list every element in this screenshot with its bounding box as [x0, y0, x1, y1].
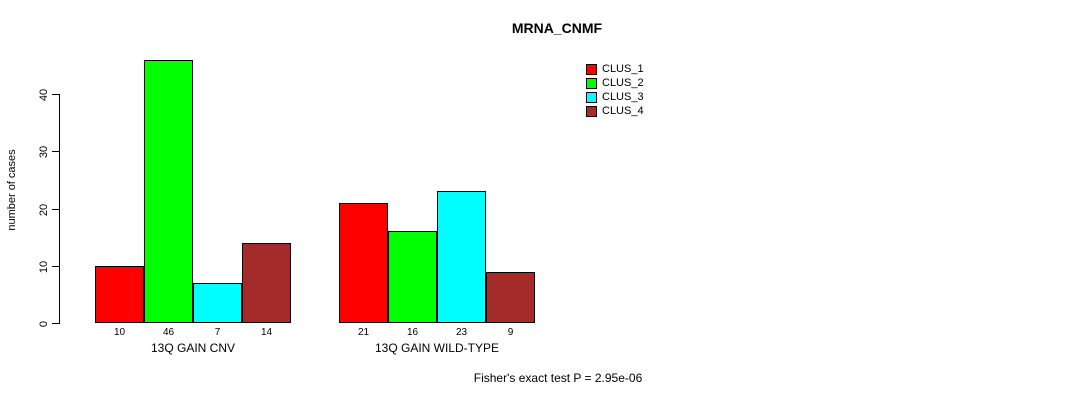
y-tick-mark	[52, 323, 59, 324]
y-tick-label: 20	[38, 203, 50, 216]
chart-title: MRNA_CNMF	[511, 20, 603, 36]
bar-clus_4-group2	[486, 272, 535, 323]
legend-item: CLUS_2	[586, 76, 644, 90]
bar-clus_1-group2	[339, 203, 388, 323]
legend-item: CLUS_4	[586, 104, 644, 118]
legend-item: CLUS_1	[586, 62, 644, 76]
y-tick-label: 40	[38, 88, 50, 101]
group-label: 13Q GAIN CNV	[150, 341, 236, 355]
bar-value-label: 23	[455, 327, 468, 338]
y-tick-mark	[52, 209, 59, 210]
bar-value-label: 21	[357, 327, 370, 338]
legend-label: CLUS_1	[602, 63, 644, 75]
bar-value-label: 7	[214, 327, 221, 338]
bar-clus_4-group1	[242, 243, 291, 323]
bar-value-label: 10	[113, 327, 126, 338]
bar-value-label: 16	[406, 327, 419, 338]
y-tick-label: 0	[38, 320, 50, 327]
bar-clus_2-group1	[144, 60, 193, 323]
legend-swatch-clus_4	[586, 105, 597, 117]
bar-clus_1-group1	[95, 266, 144, 323]
bar-clus_3-group1	[193, 283, 242, 323]
bar-value-label: 9	[507, 327, 514, 338]
y-tick-mark	[52, 94, 59, 95]
y-tick-mark	[52, 266, 59, 267]
legend-label: CLUS_3	[602, 91, 644, 103]
bar-clus_2-group2	[388, 231, 437, 323]
legend-item: CLUS_3	[586, 90, 644, 104]
y-tick-mark	[52, 151, 59, 152]
y-axis-line	[59, 94, 60, 324]
bar-value-label: 46	[162, 327, 175, 338]
legend-label: CLUS_4	[602, 105, 644, 117]
bar-value-label: 14	[260, 327, 273, 338]
legend-swatch-clus_1	[586, 63, 597, 75]
legend-swatch-clus_2	[586, 77, 597, 89]
footnote: Fisher's exact test P = 2.95e-06	[473, 371, 643, 385]
group-label: 13Q GAIN WILD-TYPE	[374, 341, 500, 355]
legend: CLUS_1 CLUS_2 CLUS_3 CLUS_4	[586, 62, 644, 118]
legend-swatch-clus_3	[586, 91, 597, 103]
y-tick-label: 30	[38, 145, 50, 158]
y-axis-label: number of cases	[6, 149, 18, 231]
legend-label: CLUS_2	[602, 77, 644, 89]
bar-clus_3-group2	[437, 191, 486, 323]
y-tick-label: 10	[38, 260, 50, 273]
